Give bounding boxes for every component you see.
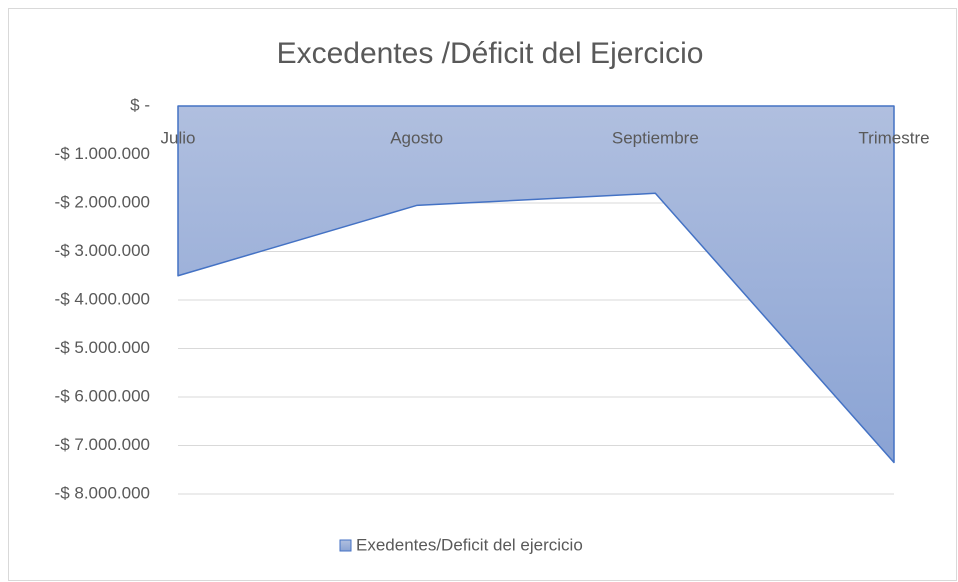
y-tick-label: -$ 3.000.000 — [55, 241, 150, 260]
y-tick-label: -$ 5.000.000 — [55, 338, 150, 357]
y-tick-label: -$ 2.000.000 — [55, 192, 150, 211]
y-tick-label: -$ 7.000.000 — [55, 435, 150, 454]
y-tick-label: -$ 1.000.000 — [55, 144, 150, 163]
x-tick-label: Septiembre — [612, 128, 699, 147]
y-tick-label: -$ 4.000.000 — [55, 289, 150, 308]
y-tick-label: -$ 8.000.000 — [55, 483, 150, 502]
y-tick-label: -$ 6.000.000 — [55, 386, 150, 405]
chart-title: Excedentes /Déficit del Ejercicio — [277, 37, 704, 70]
x-tick-label: Julio — [161, 128, 196, 147]
x-tick-label: Trimestre — [858, 128, 929, 147]
legend-label: Exedentes/Deficit del ejercicio — [356, 535, 583, 554]
x-tick-label: Agosto — [390, 128, 443, 147]
area — [177, 105, 895, 464]
y-tick-label: $ - — [130, 95, 150, 114]
legend-swatch — [339, 539, 352, 552]
